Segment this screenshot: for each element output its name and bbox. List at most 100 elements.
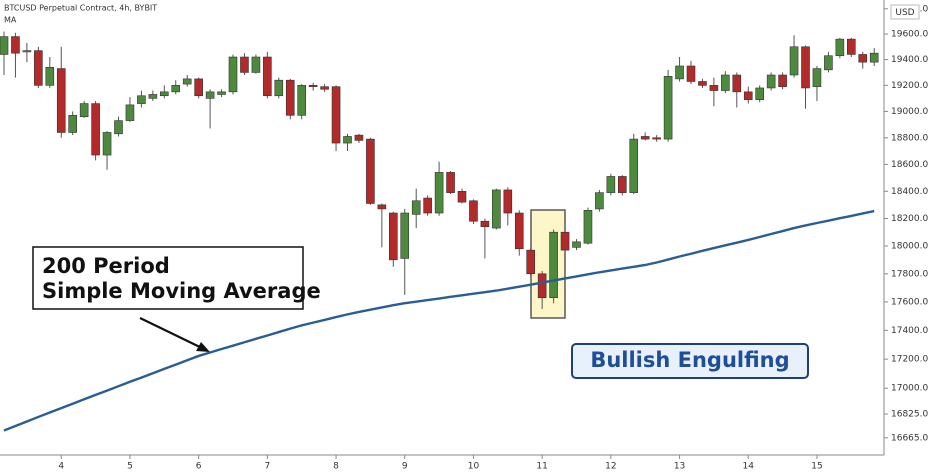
- candle-body: [617, 176, 627, 193]
- candle-body: [0, 36, 9, 55]
- candle-body: [572, 241, 581, 248]
- candle-body: [343, 136, 352, 144]
- y-tick-label: 17200.0: [891, 355, 928, 365]
- y-tick-label: 16665.0: [891, 433, 928, 443]
- candle-body: [205, 91, 215, 99]
- candle-body: [251, 56, 261, 73]
- annotation-arrowhead: [196, 342, 210, 352]
- candle-body: [11, 36, 20, 54]
- candle-body: [79, 103, 89, 117]
- candle-body: [45, 66, 55, 86]
- x-tick-label: 13: [674, 462, 685, 472]
- candle-body: [503, 189, 513, 214]
- annotation-text: Bullish Engulfing: [590, 348, 789, 372]
- candle-body: [652, 137, 661, 140]
- y-tick-label: 18400.0: [891, 187, 928, 197]
- candle-body: [411, 200, 421, 215]
- x-tick-label: 14: [743, 462, 755, 472]
- x-tick-label: 9: [402, 462, 408, 472]
- candle-body: [606, 176, 616, 193]
- y-tick-label: 18600.0: [891, 160, 928, 170]
- annotation-box: [32, 246, 304, 310]
- annotation-text: 200 Period: [42, 254, 170, 278]
- candle-body: [732, 74, 742, 93]
- candle-body: [629, 138, 639, 193]
- candle-body: [824, 55, 833, 71]
- candle-body: [434, 172, 444, 214]
- candle-body: [583, 209, 593, 244]
- candle-body: [331, 86, 341, 144]
- candle-body: [835, 38, 845, 57]
- candle-body: [125, 104, 135, 121]
- x-tick-label: 7: [264, 462, 270, 472]
- candle-body: [114, 120, 123, 135]
- y-tick-label: 19400.0: [891, 55, 928, 65]
- candle-body: [766, 74, 776, 89]
- candle-body: [182, 78, 192, 85]
- moving-average-line: [3, 209, 875, 432]
- y-tick-label: 19200.0: [891, 81, 928, 91]
- candle-body: [388, 212, 398, 261]
- candle-body: [698, 81, 707, 86]
- candle-body: [274, 79, 284, 97]
- y-tick-label: 19600.0: [891, 30, 928, 40]
- candle-body: [308, 85, 318, 87]
- candle-body: [22, 50, 32, 53]
- y-tick-label: 19000.0: [891, 107, 928, 117]
- candle-body: [537, 273, 547, 298]
- candle-body: [514, 212, 524, 250]
- candle-body: [366, 138, 375, 204]
- candle-body: [858, 54, 868, 63]
- y-tick-label: 18200.0: [891, 214, 928, 224]
- candle-body: [595, 192, 604, 210]
- candle-body: [91, 103, 100, 156]
- candle-body: [755, 87, 765, 100]
- candle-body: [297, 85, 307, 116]
- candle-body: [812, 68, 822, 87]
- x-tick-label: 8: [333, 462, 339, 472]
- candle-body: [240, 56, 249, 73]
- y-tick-label: 16825.0: [891, 409, 928, 419]
- y-tick-label: 17800.0: [891, 269, 928, 279]
- candle-body: [217, 91, 226, 95]
- pattern-highlight: [530, 209, 566, 319]
- candle-body: [675, 65, 684, 80]
- candle-body: [686, 65, 696, 82]
- candle-body: [423, 197, 432, 214]
- candle-body: [846, 38, 856, 55]
- candle-body: [228, 56, 238, 93]
- candle-body: [102, 132, 112, 156]
- chart-title: BTCUSD Perpetual Contract, 4h, BYBIT: [4, 4, 157, 13]
- candle-body: [721, 74, 730, 91]
- candle-body: [194, 78, 203, 97]
- candle-body: [137, 95, 146, 104]
- currency-label: USD: [895, 8, 914, 18]
- candle-body: [263, 56, 272, 97]
- x-tick-label: 10: [468, 462, 480, 472]
- candle-body: [789, 46, 799, 76]
- candle-body: [457, 190, 467, 203]
- candle-body: [549, 231, 558, 298]
- candle-body: [400, 212, 410, 259]
- x-tick-label: 6: [196, 462, 202, 472]
- x-tick-label: 5: [127, 462, 133, 472]
- x-tick-label: 15: [811, 462, 822, 472]
- candle-body: [526, 249, 536, 275]
- annotation-arrow: [139, 317, 207, 351]
- candle-body: [446, 172, 455, 193]
- candle-body: [354, 134, 364, 141]
- candle-body: [560, 231, 570, 251]
- candle-body: [56, 68, 66, 133]
- candle-body: [778, 74, 787, 87]
- y-tick-label: 17000.0: [891, 384, 928, 394]
- y-tick-label: 18000.0: [891, 241, 928, 251]
- candle-body: [160, 91, 169, 97]
- candle-body: [640, 136, 650, 140]
- y-tick-label: 17400.0: [891, 326, 928, 336]
- candle-body: [743, 91, 753, 100]
- candle-body: [492, 189, 501, 229]
- candle-body: [171, 85, 181, 93]
- candle-body: [469, 200, 478, 222]
